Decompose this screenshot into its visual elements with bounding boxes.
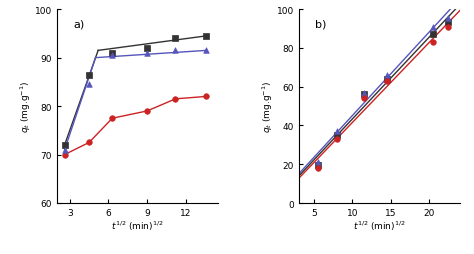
Point [203,49,210,53]
X-axis label: $t^{1/2}$ (min)$^{1/2}$: $t^{1/2}$ (min)$^{1/2}$ [111,218,164,232]
Point [383,78,391,82]
Point [445,17,452,21]
Point [109,52,116,56]
Point [203,35,210,39]
Point [203,95,210,99]
Point [85,141,93,145]
Point [383,74,391,78]
Point [445,21,452,25]
Point [143,109,151,114]
Y-axis label: $q_t$ (mg.g$^{-1}$): $q_t$ (mg.g$^{-1}$) [19,81,33,133]
Point [360,97,368,101]
Point [85,83,93,87]
Point [143,52,151,56]
Point [109,117,116,121]
Text: a): a) [73,20,84,30]
Text: b): b) [315,20,326,30]
Point [61,153,68,157]
Point [314,166,321,170]
Y-axis label: $q_t$ (mg.g$^{-1}$): $q_t$ (mg.g$^{-1}$) [261,81,275,133]
Point [429,25,437,29]
Point [429,33,437,37]
Point [333,137,341,141]
Point [383,80,391,84]
Point [85,73,93,77]
Point [429,41,437,45]
Point [314,164,321,168]
Point [333,134,341,138]
Point [360,91,368,95]
Point [333,130,341,134]
Point [172,98,179,102]
X-axis label: $t^{1/2}$ (min)$^{1/2}$: $t^{1/2}$ (min)$^{1/2}$ [353,218,405,232]
Point [143,47,151,51]
Point [61,148,68,152]
Point [172,37,179,41]
Point [61,143,68,147]
Point [314,161,321,165]
Point [360,93,368,97]
Point [109,54,116,58]
Point [172,49,179,53]
Point [445,25,452,29]
